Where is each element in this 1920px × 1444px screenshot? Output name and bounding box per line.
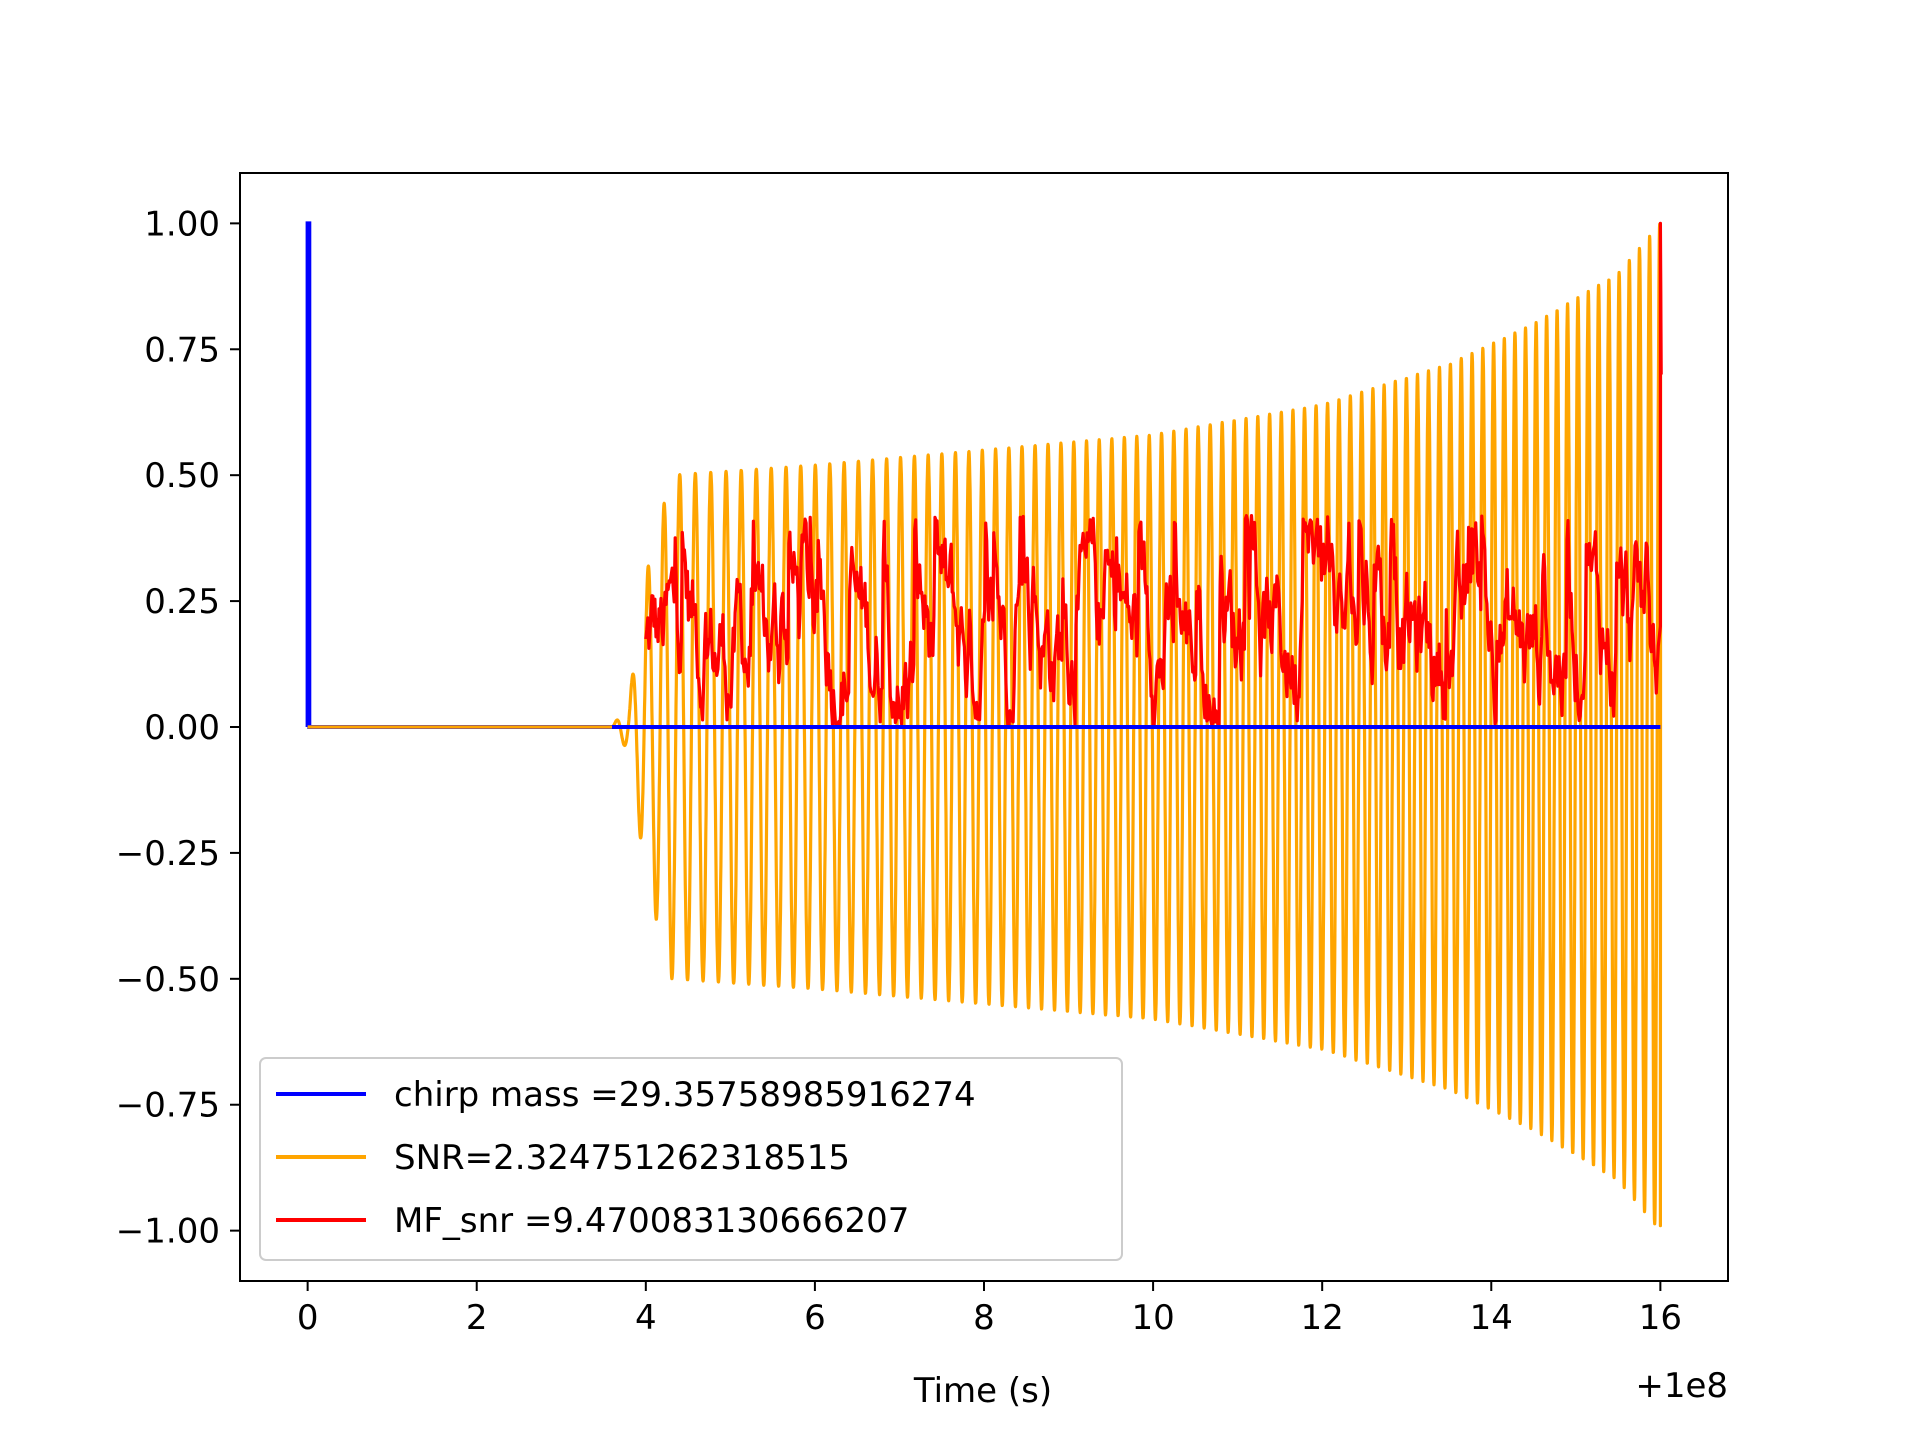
y-tick-label: 0.00 bbox=[144, 708, 220, 748]
legend-box bbox=[259, 1057, 1123, 1261]
x-tick-label: 10 bbox=[1131, 1298, 1174, 1338]
legend-entry-chirp-mass: chirp mass =29.35758985916274 bbox=[394, 1075, 976, 1115]
x-axis-label: Time (s) bbox=[913, 1371, 1052, 1411]
x-tick-label: 6 bbox=[804, 1298, 826, 1338]
y-tick-label: −0.25 bbox=[116, 834, 220, 874]
x-tick-label: 12 bbox=[1301, 1298, 1344, 1338]
legend-entry-mf-snr: MF_snr =9.470083130666207 bbox=[394, 1201, 909, 1241]
y-tick-label: −0.50 bbox=[116, 960, 220, 1000]
series-line-chirp-mass bbox=[305, 221, 1661, 729]
y-tick-label: 1.00 bbox=[144, 204, 220, 244]
x-axis: 0 2 4 6 8 10 12 14 16 bbox=[297, 1281, 1682, 1338]
legend-entry-snr: SNR=2.324751262318515 bbox=[394, 1138, 850, 1178]
legend: chirp mass =29.35758985916274 SNR=2.3247… bbox=[259, 1057, 1123, 1261]
series-line-snr bbox=[307, 222, 1663, 1228]
y-tick-label: −1.00 bbox=[116, 1212, 220, 1252]
series-layer bbox=[305, 221, 1663, 1228]
x-tick-label: 14 bbox=[1470, 1298, 1513, 1338]
y-tick-label: 0.25 bbox=[144, 582, 220, 622]
y-tick-label: 0.50 bbox=[144, 456, 220, 496]
y-axis: 1.00 0.75 0.50 0.25 0.00 −0.25 −0.50 −0.75 −1.00 bbox=[116, 204, 240, 1252]
x-tick-label: 2 bbox=[466, 1298, 488, 1338]
x-tick-label: 16 bbox=[1639, 1298, 1682, 1338]
y-tick-label: 0.75 bbox=[144, 330, 220, 370]
x-tick-label: 8 bbox=[973, 1298, 995, 1338]
x-tick-label: 0 bbox=[297, 1298, 319, 1338]
x-tick-label: 4 bbox=[635, 1298, 657, 1338]
y-tick-label: −0.75 bbox=[116, 1086, 220, 1126]
x-axis-offset-label: +1e8 bbox=[1635, 1366, 1728, 1406]
